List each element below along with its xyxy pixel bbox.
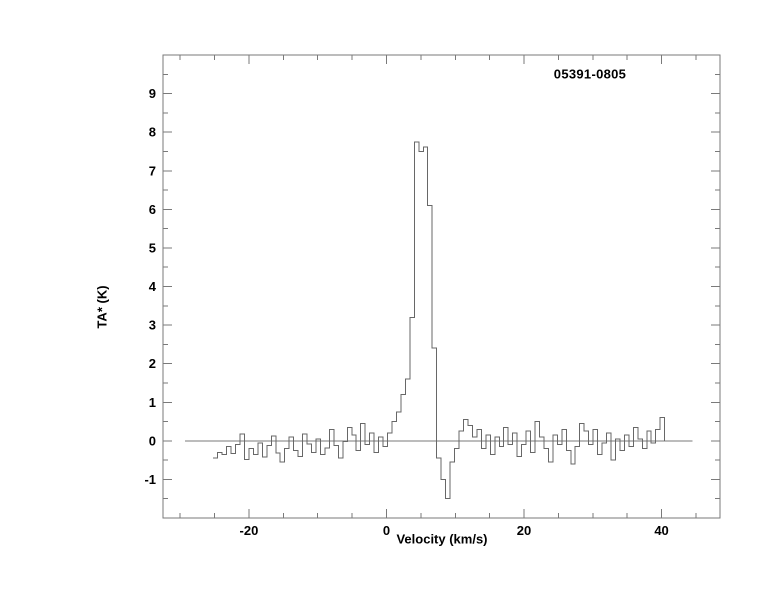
- source-name-label: 05391-0805: [553, 66, 627, 82]
- x-tick-label: -20: [240, 523, 259, 538]
- y-axis-title: TA* (K): [94, 285, 110, 329]
- y-tick-label: 3: [149, 318, 156, 333]
- y-tick-label: 9: [149, 86, 156, 101]
- y-tick-label: 2: [149, 356, 156, 371]
- x-tick-label: 40: [654, 523, 668, 538]
- y-tick-label: 7: [149, 163, 156, 178]
- y-tick-label: 8: [149, 125, 156, 140]
- x-tick-label: 0: [383, 523, 390, 538]
- y-tick-label: 0: [149, 433, 156, 448]
- y-tick-label: -1: [144, 472, 156, 487]
- x-axis-title: Velocity (km/s): [396, 531, 488, 547]
- plot-border: [162, 54, 721, 519]
- y-tick-label: 5: [149, 240, 156, 255]
- y-tick-label: 6: [149, 202, 156, 217]
- x-tick-label: 20: [517, 523, 531, 538]
- y-tick-label: 4: [149, 279, 157, 294]
- spectrum-line: [213, 141, 666, 500]
- y-tick-label: 1: [149, 395, 156, 410]
